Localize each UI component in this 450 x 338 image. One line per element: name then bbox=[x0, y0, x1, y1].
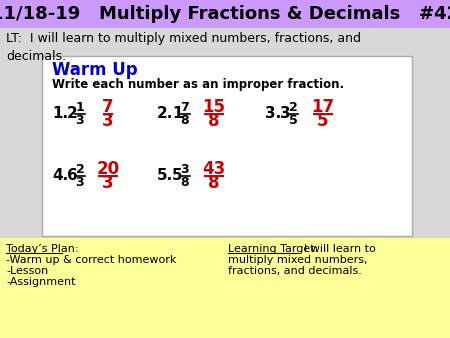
Bar bbox=[42, 56, 412, 236]
Bar bbox=[0, 0, 450, 28]
Text: 2: 2 bbox=[288, 101, 297, 114]
Text: 3: 3 bbox=[76, 114, 84, 127]
Bar bbox=[0, 238, 450, 338]
Text: I will learn to: I will learn to bbox=[297, 244, 376, 254]
Text: 3: 3 bbox=[280, 106, 291, 121]
Text: 8: 8 bbox=[180, 114, 189, 127]
Text: -Warm up & correct homework: -Warm up & correct homework bbox=[6, 255, 176, 265]
Text: 1.: 1. bbox=[52, 106, 68, 121]
Text: 17: 17 bbox=[311, 98, 334, 116]
Text: 3.: 3. bbox=[265, 106, 281, 121]
Text: fractions, and decimals.: fractions, and decimals. bbox=[228, 266, 362, 276]
Text: LT:  I will learn to multiply mixed numbers, fractions, and
decimals.: LT: I will learn to multiply mixed numbe… bbox=[6, 32, 361, 63]
Text: 15: 15 bbox=[202, 98, 225, 116]
Text: 2.: 2. bbox=[157, 106, 173, 121]
Text: 4.: 4. bbox=[52, 169, 68, 184]
Text: 7: 7 bbox=[180, 101, 189, 114]
Text: 5: 5 bbox=[317, 112, 329, 130]
Text: 2: 2 bbox=[67, 106, 78, 121]
Text: 20: 20 bbox=[96, 160, 120, 178]
Text: 3: 3 bbox=[102, 174, 114, 192]
Text: Write each number as an improper fraction.: Write each number as an improper fractio… bbox=[52, 78, 344, 91]
Text: 8: 8 bbox=[180, 176, 189, 189]
Text: 3: 3 bbox=[180, 163, 189, 176]
Text: -Lesson: -Lesson bbox=[6, 266, 48, 276]
Text: 5.: 5. bbox=[157, 169, 173, 184]
Text: 1: 1 bbox=[76, 101, 84, 114]
Text: 5: 5 bbox=[172, 169, 183, 184]
Text: Learning Target:: Learning Target: bbox=[228, 244, 318, 254]
Text: 2: 2 bbox=[76, 163, 84, 176]
Text: 7: 7 bbox=[102, 98, 114, 116]
Text: 1: 1 bbox=[172, 106, 183, 121]
Text: Warm Up: Warm Up bbox=[52, 61, 138, 79]
Text: 8: 8 bbox=[208, 112, 220, 130]
Text: Today’s Plan:: Today’s Plan: bbox=[6, 244, 78, 254]
Text: -Assignment: -Assignment bbox=[6, 277, 76, 287]
Text: 3: 3 bbox=[76, 176, 84, 189]
Text: 43: 43 bbox=[202, 160, 225, 178]
Text: 6: 6 bbox=[67, 169, 78, 184]
Text: 8: 8 bbox=[208, 174, 220, 192]
Text: 11/18-19   Multiply Fractions & Decimals   #42: 11/18-19 Multiply Fractions & Decimals #… bbox=[0, 5, 450, 23]
Text: 3: 3 bbox=[102, 112, 114, 130]
Text: 5: 5 bbox=[288, 114, 297, 127]
Text: multiply mixed numbers,: multiply mixed numbers, bbox=[228, 255, 368, 265]
